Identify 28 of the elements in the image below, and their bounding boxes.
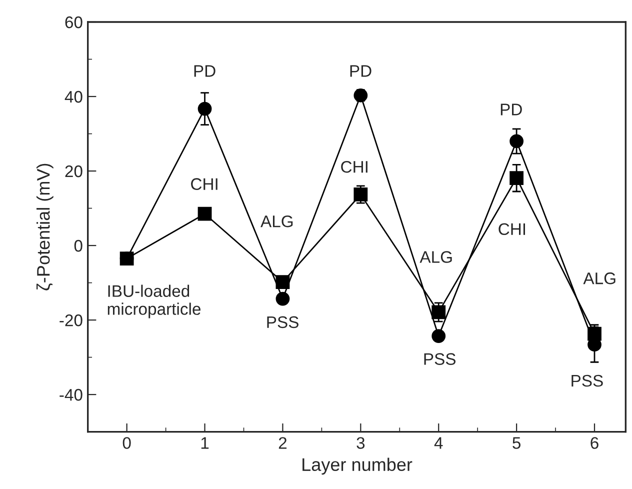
- x-tick-label: 1: [201, 437, 209, 449]
- x-tick-label: 6: [590, 437, 598, 449]
- annotation: PSS: [267, 316, 298, 328]
- x-tick-label: 2: [278, 437, 287, 449]
- annotation: CHI: [191, 178, 218, 190]
- y-tick-label: -40: [60, 388, 82, 401]
- x-tick-label: 0: [122, 437, 131, 449]
- annotation: PD: [194, 65, 216, 77]
- y-tick-label: -20: [60, 314, 82, 326]
- annotation: ALG: [583, 272, 616, 284]
- annotation: ALG: [420, 251, 452, 263]
- y-tick-label: 60: [65, 16, 82, 28]
- annotation: IBU-loaded microparticle: [108, 284, 200, 318]
- y-axis-title: ζ-Potential (mV): [36, 164, 54, 290]
- x-tick-label: 3: [356, 437, 365, 449]
- x-tick-label: 5: [512, 437, 520, 449]
- annotation: PSS: [572, 374, 603, 387]
- annotation: PSS: [424, 353, 456, 365]
- y-tick-label: 20: [65, 165, 82, 178]
- x-tick-label: 4: [434, 437, 443, 449]
- y-tick-label: 40: [64, 90, 82, 103]
- annotation: CHI: [498, 223, 526, 236]
- annotation: CHI: [341, 160, 368, 173]
- x-axis-title: Layer number: [302, 458, 412, 475]
- annotation: PD: [350, 65, 372, 77]
- annotation: ALG: [260, 215, 293, 228]
- y-tick-label: 0: [74, 240, 82, 252]
- annotation: PD: [500, 104, 522, 116]
